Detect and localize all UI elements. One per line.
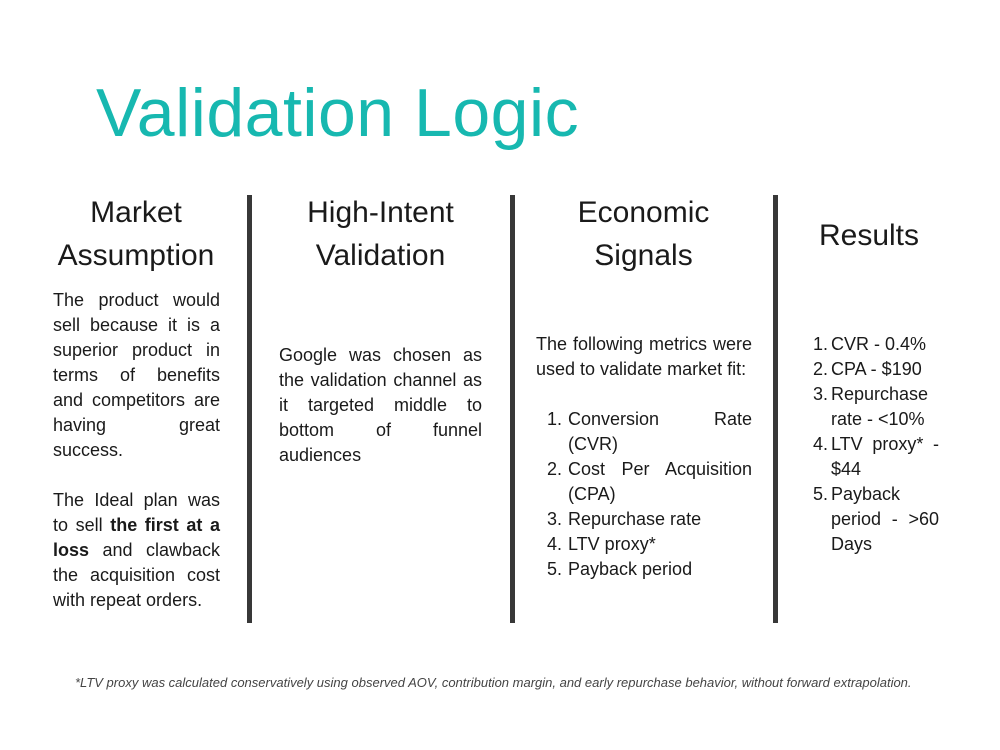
list-text: Conversion Rate (CVR): [568, 409, 752, 454]
ideal-plan-text: The Ideal plan was to sell: [53, 490, 220, 535]
heading-line: Validation: [315, 239, 446, 272]
economic-signals-heading: Economic Signals: [540, 191, 747, 277]
list-item: 1. Conversion Rate (CVR): [536, 407, 752, 457]
economic-signals-body: The following metrics were used to valid…: [536, 332, 752, 582]
list-text: LTV proxy*: [568, 534, 656, 554]
ideal-plan-paragraph: The Ideal plan was to sell the first at …: [53, 488, 220, 613]
list-item: 4. LTV proxy* - $44: [806, 432, 939, 482]
market-assumption-body: The product would sell because it is a s…: [53, 288, 220, 613]
list-number: 2.: [812, 359, 828, 379]
heading-line: High-Intent: [307, 196, 454, 229]
list-number: 5.: [546, 559, 562, 579]
list-item: 1. CVR - 0.4%: [806, 332, 939, 357]
high-intent-validation-body: Google was chosen as the validation chan…: [279, 343, 482, 468]
list-text: CVR - 0.4%: [831, 334, 927, 354]
list-text: LTV proxy* - $44: [831, 434, 939, 479]
heading-line: Economic: [577, 196, 710, 229]
ideal-plan-emphasis: the first at a loss: [53, 515, 220, 560]
list-number: 3.: [546, 509, 562, 529]
metrics-list: 1. Conversion Rate (CVR) 2. Cost Per Acqui…: [536, 407, 752, 582]
list-number: 3.: [812, 384, 828, 404]
footnote: *LTV proxy was calculated conservatively…: [75, 675, 912, 690]
column-divider: [247, 195, 252, 623]
list-number: 1.: [546, 409, 562, 429]
ideal-plan-text: and clawback the acquisition cost with r…: [53, 540, 220, 610]
list-text: Repurchase rate: [568, 509, 702, 529]
results-list: 1. CVR - 0.4% 2. CPA - $190 3. Repurchase r…: [806, 332, 939, 557]
column-divider: [773, 195, 778, 623]
list-number: 4.: [546, 534, 562, 554]
list-item: 4. LTV proxy*: [536, 532, 752, 557]
metrics-intro-paragraph: The following metrics were used to valid…: [536, 334, 752, 379]
list-text: Payback period - >60 Days: [831, 484, 939, 554]
list-text: Cost Per Acquisition (CPA): [568, 459, 752, 504]
list-item: 5. Payback period: [536, 557, 752, 582]
validation-channel-paragraph: Google was chosen as the validation chan…: [279, 345, 482, 465]
list-number: 2.: [546, 459, 562, 479]
list-text: CPA - $190: [831, 359, 922, 379]
market-assumption-paragraph: The product would sell because it is a s…: [53, 290, 220, 460]
list-number: 5.: [812, 484, 828, 504]
list-text: Payback period: [568, 559, 693, 579]
list-item: 3. Repurchase rate: [536, 507, 752, 532]
list-item: 2. Cost Per Acquisition (CPA): [536, 457, 752, 507]
results-body: 1. CVR - 0.4% 2. CPA - $190 3. Repurchase r…: [806, 332, 939, 557]
page-title: Validation Logic: [96, 75, 580, 151]
market-assumption-heading: Market Assumption: [40, 191, 232, 277]
heading-line: Market: [90, 196, 182, 229]
list-text: Repurchase rate - <10%: [831, 384, 929, 429]
heading-line: Assumption: [57, 239, 215, 272]
heading-line: Signals: [594, 239, 693, 272]
list-number: 1.: [812, 334, 828, 354]
results-heading: Results: [800, 214, 938, 257]
list-number: 4.: [812, 434, 828, 454]
list-item: 3. Repurchase rate - <10%: [806, 382, 939, 432]
list-item: 5. Payback period - >60 Days: [806, 482, 939, 557]
heading-line: Results: [818, 219, 920, 252]
high-intent-validation-heading: High-Intent Validation: [275, 191, 486, 277]
list-item: 2. CPA - $190: [806, 357, 939, 382]
column-divider: [510, 195, 515, 623]
